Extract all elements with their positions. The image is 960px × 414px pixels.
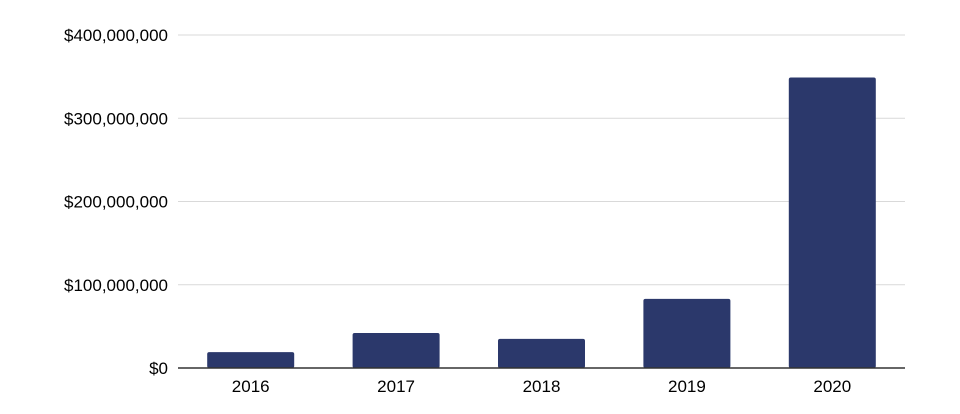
bar-2020	[788, 77, 876, 369]
bar-2019	[643, 298, 731, 368]
y-tick-label: $400,000,000	[64, 26, 168, 45]
y-tick-label: $100,000,000	[64, 276, 168, 295]
y-tick-label: $200,000,000	[64, 193, 168, 212]
x-tick-label: 2018	[523, 377, 561, 396]
y-tick-label: $0	[149, 359, 168, 378]
bar-2017	[352, 333, 440, 368]
tick-labels: $0 $100,000,000 $200,000,000 $300,000,000 $4…	[64, 26, 851, 396]
bars	[207, 77, 876, 369]
y-tick-label: $300,000,000	[64, 109, 168, 128]
x-tick-label: 2020	[813, 377, 851, 396]
bar-2018	[498, 338, 585, 368]
gridlines	[178, 34, 905, 286]
bar-2016	[207, 352, 295, 368]
x-tick-label: 2019	[668, 377, 706, 396]
x-tick-label: 2016	[232, 377, 270, 396]
x-tick-label: 2017	[377, 377, 415, 396]
